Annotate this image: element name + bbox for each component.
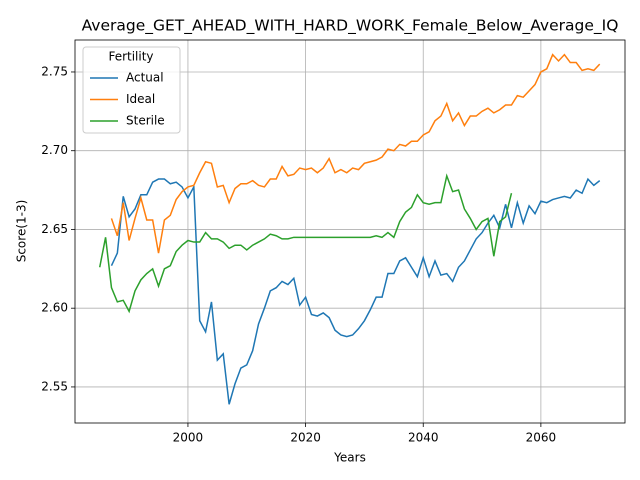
x-tick-label: 2020 xyxy=(290,431,321,445)
legend-title: Fertility xyxy=(108,50,153,64)
y-tick-label: 2.60 xyxy=(41,301,68,315)
x-tick-label: 2060 xyxy=(526,431,557,445)
line-series xyxy=(110,53,601,254)
x-tick-label: 2000 xyxy=(173,431,204,445)
y-tick-label: 2.55 xyxy=(41,379,68,393)
legend-label: Sterile xyxy=(126,114,165,128)
y-tick-label: 2.65 xyxy=(41,222,68,236)
legend-label: Actual xyxy=(126,71,164,85)
line-series xyxy=(98,173,513,314)
x-tick-label: 2040 xyxy=(408,431,439,445)
y-axis-label: Score(1-3) xyxy=(15,200,29,263)
plot-frame xyxy=(74,39,626,424)
legend-box xyxy=(82,46,181,134)
chart-title: Average_GET_AHEAD_WITH_HARD_WORK_Female_… xyxy=(82,17,619,36)
legend-label: Ideal xyxy=(126,92,155,106)
y-tick-label: 2.75 xyxy=(41,64,68,78)
y-tick-label: 2.70 xyxy=(41,143,68,157)
x-axis-label: Years xyxy=(333,451,366,465)
line-series xyxy=(110,177,601,405)
